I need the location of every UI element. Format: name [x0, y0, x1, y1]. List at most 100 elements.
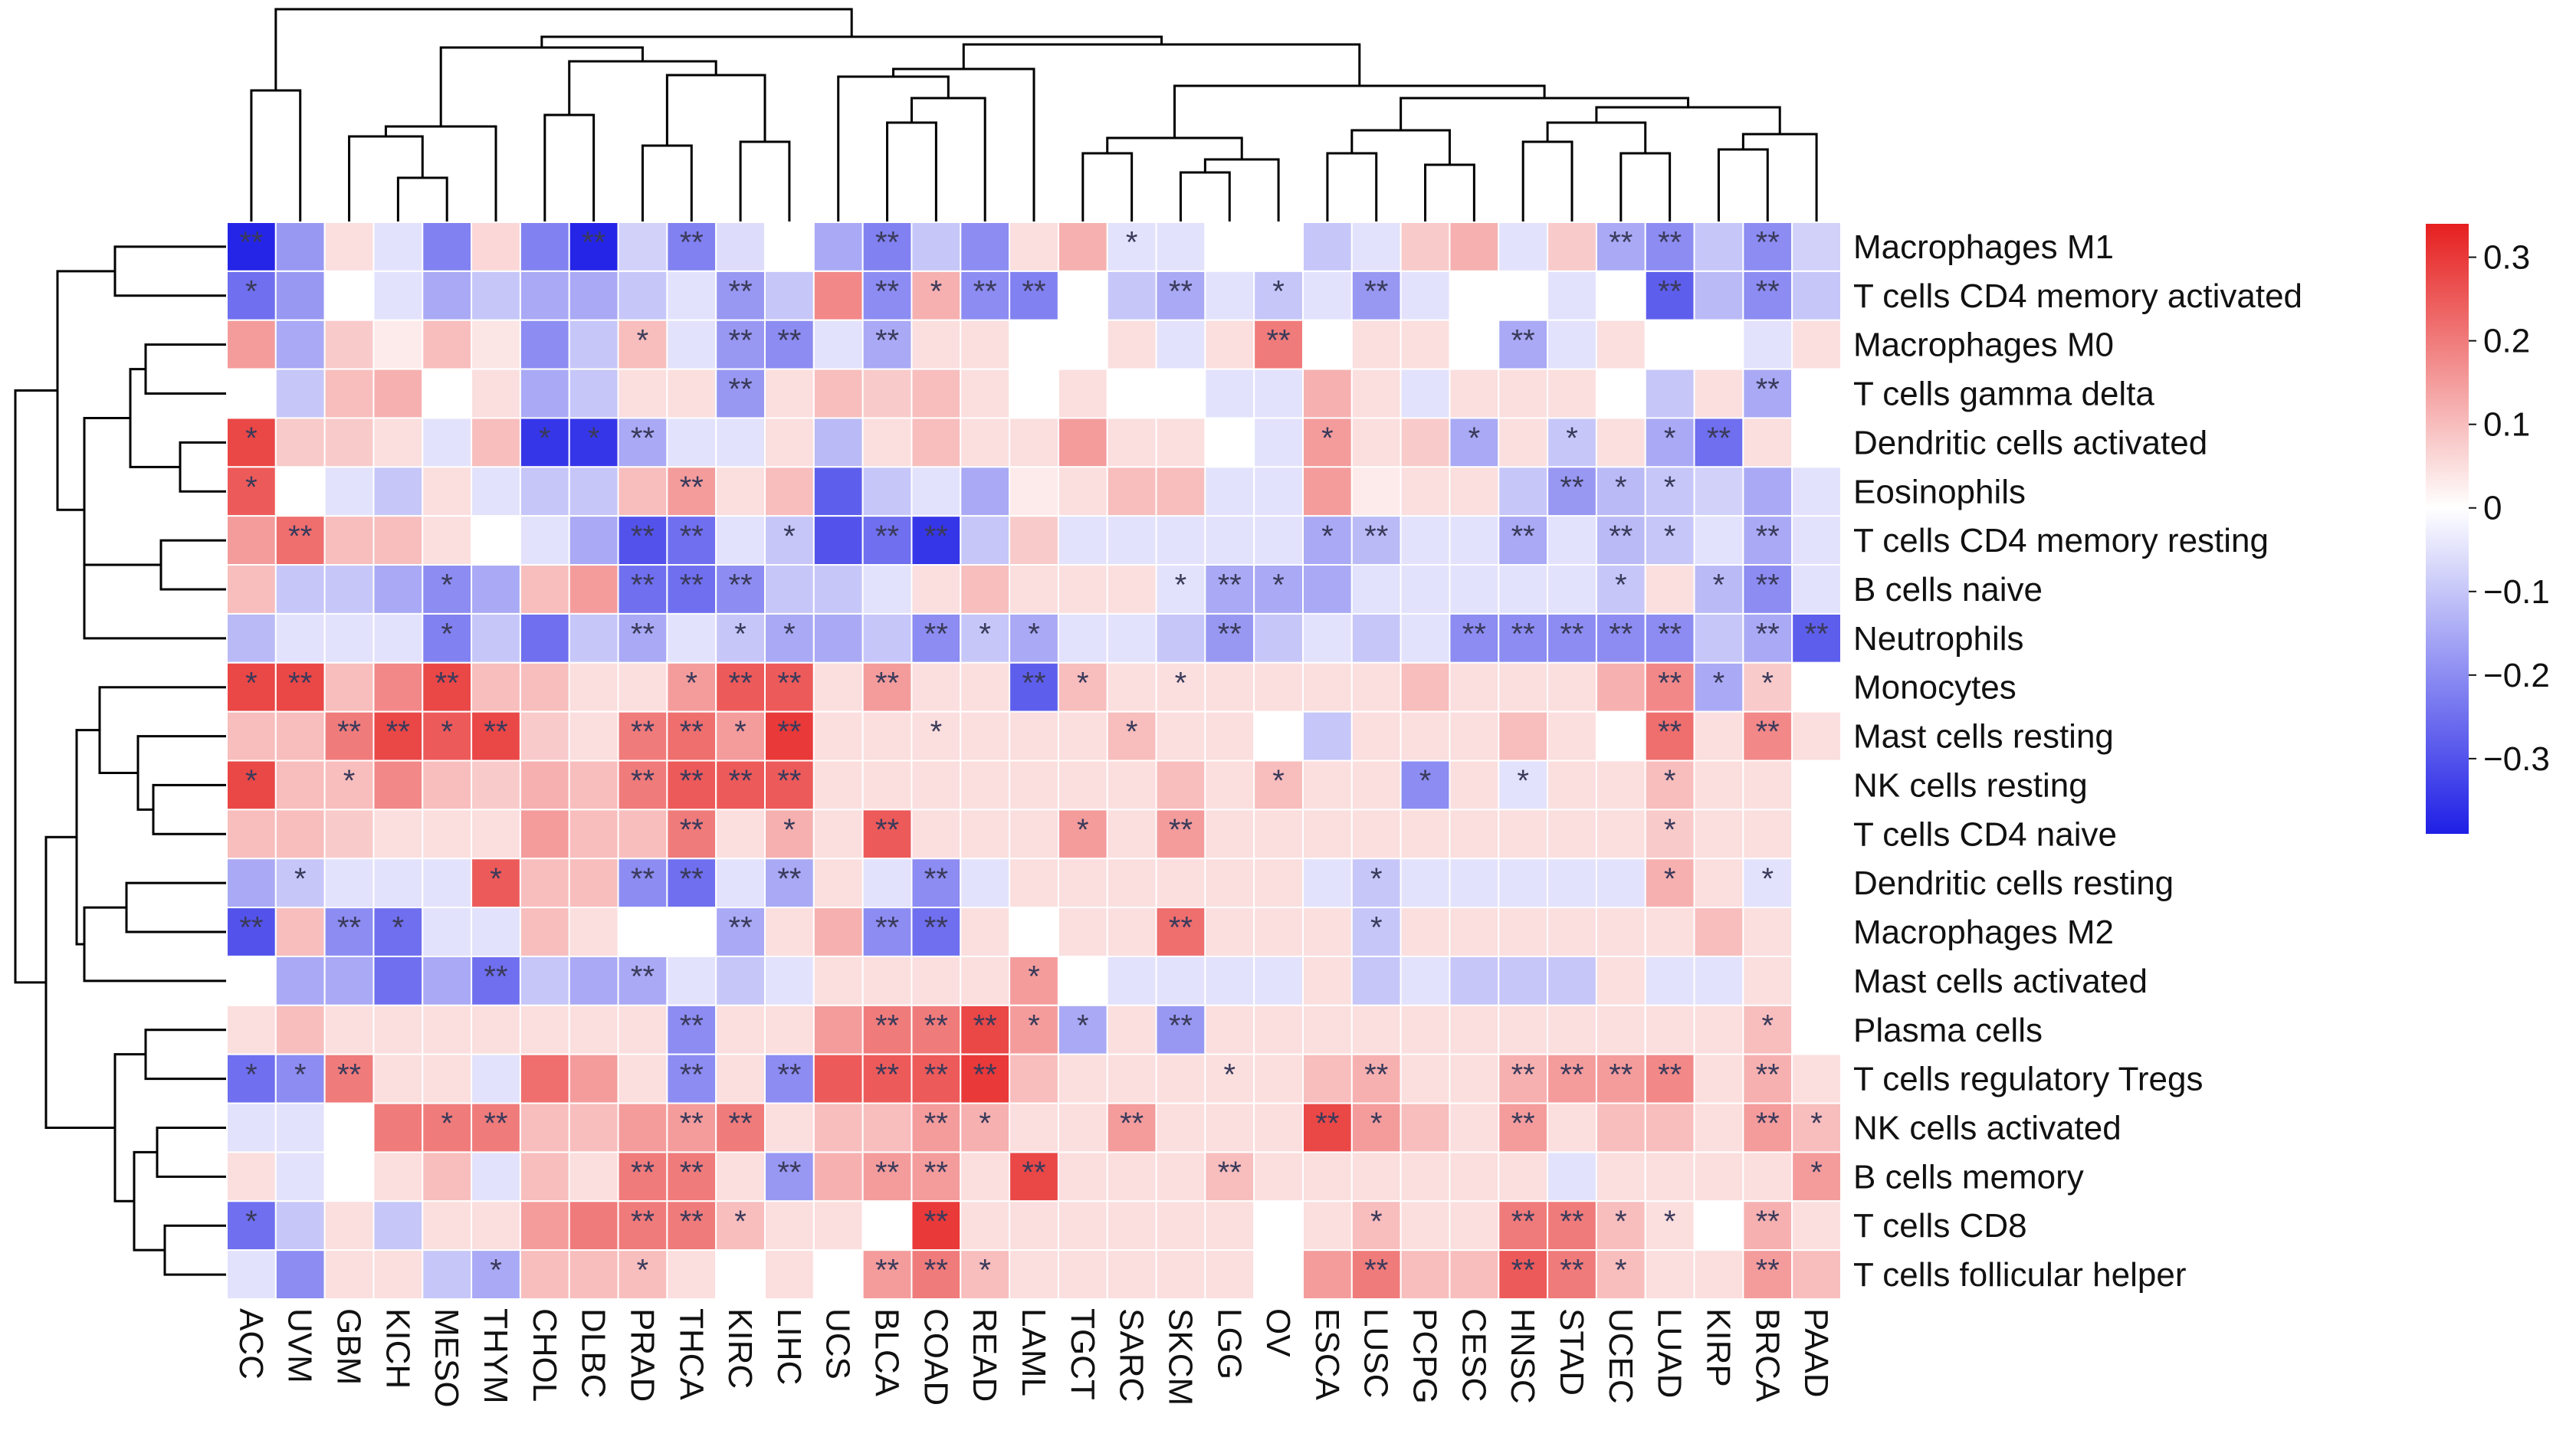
heatmap-cell: [274, 809, 326, 860]
significance-mark: **: [680, 862, 704, 896]
heatmap-cell: [666, 368, 717, 419]
heatmap-cell: [1302, 564, 1353, 615]
heatmap-cell: [372, 417, 424, 468]
heatmap-cell: [1449, 564, 1500, 615]
heatmap-cell: [861, 1249, 913, 1300]
significance-mark: *: [1028, 960, 1040, 994]
heatmap-cell: [1253, 612, 1304, 664]
heatmap-cell: [911, 417, 962, 468]
heatmap-cell: [1057, 221, 1108, 272]
heatmap-cell: [1057, 368, 1108, 419]
significance-mark: **: [680, 471, 704, 504]
heatmap-cell: [519, 1053, 570, 1104]
heatmap-cell: [568, 760, 619, 811]
significance-mark: *: [1615, 569, 1627, 602]
significance-mark: *: [245, 1205, 258, 1239]
heatmap-cell: [666, 858, 717, 909]
heatmap-cell: [617, 809, 668, 860]
heatmap-cell: [226, 319, 277, 370]
heatmap-cell: [568, 710, 619, 762]
significance-mark: *: [245, 764, 258, 798]
heatmap-cell: [422, 1151, 473, 1202]
column-dendrogram-branch: [1521, 140, 1573, 222]
heatmap-cell: [323, 1004, 375, 1055]
significance-mark: **: [924, 520, 948, 553]
heatmap-cell: [1009, 368, 1059, 419]
heatmap-cell: [1693, 612, 1744, 664]
significance-mark: *: [1810, 1107, 1823, 1140]
heatmap-cell: [1693, 319, 1744, 370]
heatmap-cell: [1106, 1249, 1157, 1300]
heatmap-cell: [1644, 417, 1695, 468]
heatmap-cell: [1400, 1151, 1451, 1202]
column-dendrogram-branch: [1424, 163, 1475, 222]
column-dendrogram-branch: [1326, 152, 1378, 222]
heatmap-cell: [372, 710, 424, 762]
heatmap-cell: [1644, 858, 1695, 909]
heatmap-cell: [1155, 955, 1206, 1006]
significance-mark: *: [783, 520, 796, 553]
heatmap-cell: [422, 1200, 473, 1252]
heatmap-cell: [1155, 319, 1206, 370]
row-label: Neutrophils: [1853, 620, 2024, 658]
heatmap-cell: [666, 1151, 717, 1202]
column-label: SKCM: [1161, 1308, 1199, 1406]
heatmap-cell: [422, 760, 473, 811]
significance-mark: *: [1272, 274, 1285, 308]
heatmap-cell: [715, 1102, 766, 1153]
heatmap-cell: [812, 466, 864, 517]
heatmap-cell: [1302, 612, 1353, 664]
column-dendrogram: [250, 8, 1818, 222]
heatmap-cell: [1498, 809, 1549, 860]
heatmap-cell: [1498, 1151, 1549, 1202]
heatmap-cell: [323, 564, 375, 615]
heatmap-cell: [1742, 270, 1793, 321]
heatmap-cell: [372, 1102, 424, 1153]
heatmap-cell: [519, 1102, 570, 1153]
significance-mark: **: [631, 618, 655, 651]
heatmap-cell: [1595, 564, 1646, 615]
heatmap-cell: [1693, 760, 1744, 811]
heatmap-cell: [960, 466, 1011, 517]
heatmap-cell: [1302, 809, 1353, 860]
heatmap-cell: [812, 710, 864, 762]
heatmap-cell: [1155, 1053, 1206, 1104]
heatmap-cell: [422, 515, 473, 566]
heatmap-cell: [812, 368, 864, 419]
heatmap-cell: [372, 270, 424, 321]
heatmap-cell: [812, 270, 864, 321]
heatmap-cell: [1400, 710, 1451, 762]
heatmap-cell: [372, 661, 424, 713]
heatmap-cell: [1791, 710, 1843, 762]
heatmap-cell: [323, 1249, 375, 1300]
heatmap-cell: [1742, 955, 1793, 1006]
heatmap-cell: [861, 907, 913, 957]
heatmap-cell: [1302, 515, 1353, 566]
heatmap-cell: [1547, 661, 1597, 713]
significance-mark: *: [685, 666, 697, 700]
significance-mark: *: [1517, 764, 1529, 798]
row-dendrogram-branch: [56, 270, 115, 511]
heatmap-cell: [519, 515, 570, 566]
heatmap-cell: [1204, 515, 1255, 566]
column-dendrogram-branch: [886, 121, 937, 222]
heatmap-cell: [960, 1053, 1011, 1104]
heatmap-cell: [1350, 612, 1402, 664]
heatmap-cell: [1155, 221, 1206, 272]
significance-mark: *: [1321, 422, 1334, 455]
significance-mark: **: [973, 1009, 997, 1042]
heatmap-cell: [1791, 809, 1843, 860]
significance-mark: **: [631, 764, 655, 798]
heatmap-cell: [960, 368, 1011, 419]
heatmap-cell: [617, 907, 668, 957]
heatmap-cell: [568, 1004, 619, 1055]
heatmap-cell: [1253, 1151, 1304, 1202]
column-label: LAML: [1015, 1308, 1052, 1396]
column-label: ESCA: [1308, 1308, 1346, 1400]
heatmap-cell: [960, 564, 1011, 615]
heatmap-cell: [1009, 1053, 1059, 1104]
heatmap-cell: [911, 907, 962, 957]
heatmap-cell: [1106, 1151, 1157, 1202]
heatmap-cell: [1547, 1004, 1597, 1055]
significance-mark: **: [1022, 1156, 1045, 1189]
